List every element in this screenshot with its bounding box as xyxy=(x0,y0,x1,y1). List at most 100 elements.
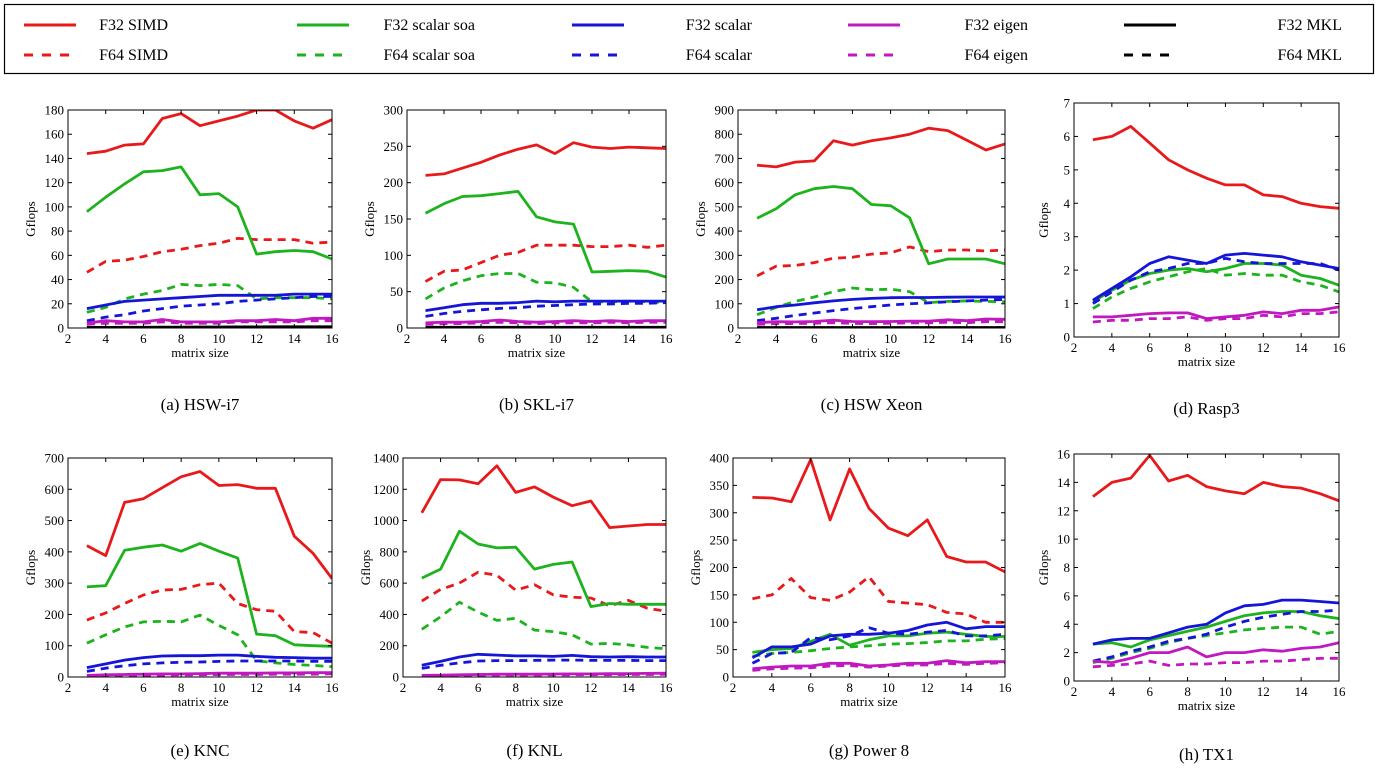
legend-entry-f64-scalar: F64 scalar xyxy=(572,47,753,64)
series-line-f32-scalar xyxy=(1092,251,1339,302)
y-tick-label: 0 xyxy=(1064,330,1071,345)
panel-caption: (e) KNC xyxy=(170,741,229,760)
x-tick-label: 6 xyxy=(1146,684,1153,699)
y-axis-label: Gflops xyxy=(358,550,373,585)
series-line-f32-simd xyxy=(1092,454,1339,503)
series-line-f64-scalar xyxy=(421,658,666,670)
legend-label: F64 eigen xyxy=(964,47,1028,64)
x-axis-label: matrix size xyxy=(843,345,901,360)
series-line-f32-scalar xyxy=(1092,598,1339,646)
legend-label: F32 SIMD xyxy=(99,17,168,34)
y-tick-label: 700 xyxy=(45,451,65,466)
y-tick-label: 200 xyxy=(380,638,400,653)
y-tick-label: 0 xyxy=(58,670,65,685)
x-tick-label: 10 xyxy=(212,680,225,695)
series-line-f32-scalar-soa xyxy=(756,185,1005,266)
x-tick-label: 6 xyxy=(811,331,818,346)
x-tick-label: 12 xyxy=(250,331,263,346)
series-line-f64-scalar xyxy=(1092,256,1339,305)
y-tick-label: 50 xyxy=(390,284,403,299)
x-tick-label: 6 xyxy=(1146,340,1153,355)
series-line-f64-eigen xyxy=(421,672,666,677)
chart-panel-g: 2 4 6 8 10 12 14 16 0 50 100 150 200 250 300 350 400 matr… xyxy=(688,451,1012,761)
x-tick-label: 10 xyxy=(547,680,560,695)
x-tick-label: 14 xyxy=(1295,340,1309,355)
series-line-f64-simd xyxy=(86,236,332,274)
y-tick-label: 500 xyxy=(715,199,735,214)
panel-caption: (h) TX1 xyxy=(1179,745,1234,764)
series-line-f64-scalar xyxy=(425,301,666,318)
legend: F32 SIMD F64 SIMD F32 scalar soa F64 scalar… xyxy=(3,3,1375,75)
legend-entry-f32-scalar-soa: F32 scalar soa xyxy=(297,17,475,34)
y-tick-label: 12 xyxy=(1057,503,1070,518)
series-line-f32-scalar-soa xyxy=(421,529,666,608)
y-tick-label: 100 xyxy=(710,615,730,630)
x-tick-label: 4 xyxy=(102,331,109,346)
x-tick-label: 12 xyxy=(250,680,263,695)
x-axis-label: matrix size xyxy=(508,345,566,360)
legend-label: F64 MKL xyxy=(1278,47,1342,64)
x-tick-label: 14 xyxy=(288,680,302,695)
x-tick-label: 14 xyxy=(960,680,974,695)
series-line-f32-scalar-soa xyxy=(86,542,332,648)
x-tick-label: 16 xyxy=(326,680,340,695)
y-tick-label: 0 xyxy=(58,321,65,336)
x-tick-label: 2 xyxy=(1071,340,1078,355)
y-tick-label: 0 xyxy=(728,321,735,336)
y-tick-label: 300 xyxy=(710,505,730,520)
y-axis-label: Gflops xyxy=(1036,550,1051,585)
series-line-f64-simd xyxy=(86,581,332,645)
panel-caption: (c) HSW Xeon xyxy=(821,395,923,414)
y-tick-label: 2 xyxy=(1064,263,1071,278)
y-tick-label: 600 xyxy=(380,576,400,591)
series-line-f32-eigen xyxy=(1092,641,1339,664)
y-tick-label: 150 xyxy=(710,587,730,602)
series-line-f32-simd xyxy=(420,464,666,529)
x-tick-label: 4 xyxy=(769,680,776,695)
axes-frame xyxy=(406,109,667,329)
legend-label: F64 scalar xyxy=(686,47,753,64)
x-tick-label: 4 xyxy=(441,331,448,346)
series-line-f64-scalar-soa xyxy=(752,637,1005,658)
x-tick-label: 8 xyxy=(849,331,856,346)
y-tick-label: 0 xyxy=(1064,674,1071,689)
y-tick-label: 600 xyxy=(715,175,735,190)
legend-entry-f64-simd: F64 SIMD xyxy=(24,47,168,64)
x-tick-label: 14 xyxy=(1295,684,1309,699)
plot-area xyxy=(756,126,1005,328)
series-line-f32-eigen xyxy=(425,318,666,325)
y-tick-label: 900 xyxy=(715,103,735,118)
plot-area xyxy=(420,464,666,677)
x-tick-label: 14 xyxy=(623,331,637,346)
x-tick-label: 16 xyxy=(326,331,340,346)
series-line-f64-scalar-soa xyxy=(86,613,332,669)
y-tick-label: 250 xyxy=(710,533,730,548)
y-tick-label: 160 xyxy=(45,127,65,142)
series-line-f64-scalar-soa xyxy=(421,600,666,651)
y-tick-label: 2 xyxy=(1064,645,1071,660)
x-tick-label: 10 xyxy=(549,331,562,346)
y-tick-label: 40 xyxy=(51,272,64,287)
x-tick-label: 16 xyxy=(1333,684,1347,699)
x-tick-label: 2 xyxy=(1071,684,1078,699)
series-line-f32-scalar xyxy=(425,299,666,312)
y-tick-label: 200 xyxy=(715,272,735,287)
x-tick-label: 2 xyxy=(730,680,737,695)
y-tick-label: 14 xyxy=(1057,475,1071,490)
x-tick-label: 6 xyxy=(140,331,147,346)
series-line-f32-scalar-soa xyxy=(424,189,666,279)
y-tick-label: 150 xyxy=(384,212,404,227)
chart-panel-f: 2 4 6 8 10 12 14 16 0 200 400 600 800 1000 1200 1400 mat… xyxy=(358,451,673,761)
axes-frame xyxy=(67,109,333,329)
axes-frame xyxy=(67,457,333,678)
x-tick-label: 8 xyxy=(1184,684,1191,699)
legend-entry-f32-simd: F32 SIMD xyxy=(24,17,168,34)
legend-entry-f64-eigen: F64 eigen xyxy=(848,47,1028,64)
legend-frame xyxy=(3,3,1375,75)
series-line-f64-scalar xyxy=(1092,608,1339,663)
x-tick-label: 6 xyxy=(478,331,485,346)
y-tick-label: 100 xyxy=(715,296,735,311)
y-tick-label: 400 xyxy=(715,224,735,239)
x-axis-label: matrix size xyxy=(840,694,898,709)
